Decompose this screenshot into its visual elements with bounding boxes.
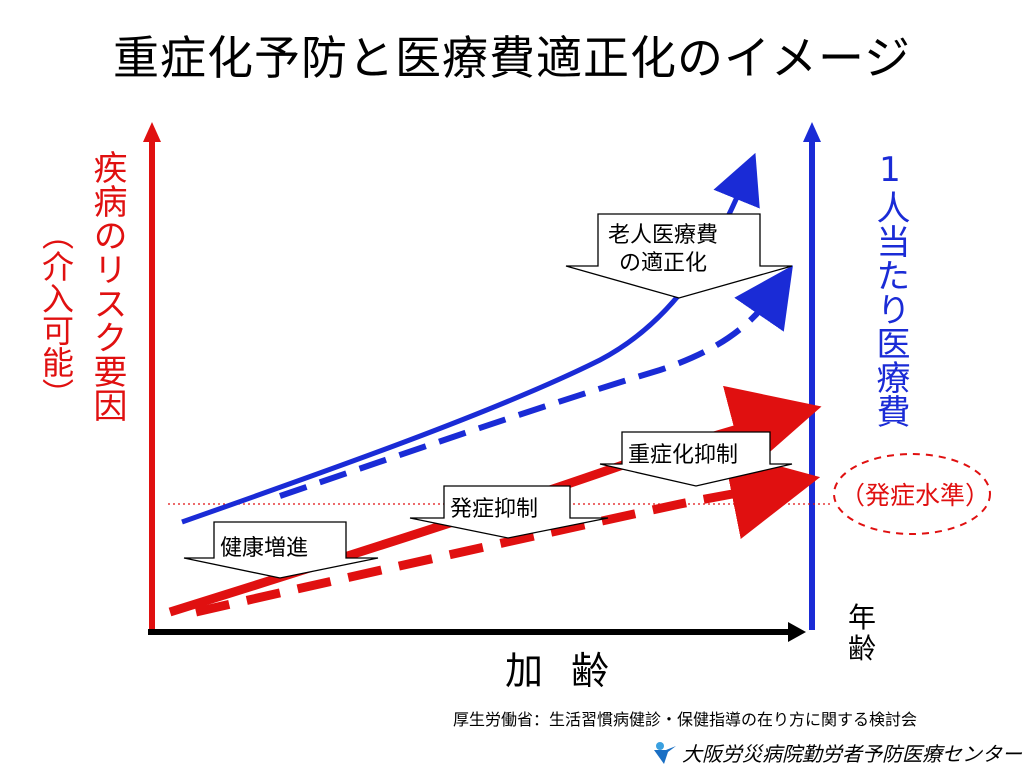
- callout-severity-shape: [599, 431, 793, 487]
- callout-onset-shape: [409, 485, 609, 539]
- callout-severity-label: 重症化抑制: [628, 443, 739, 468]
- callout-elderly-cost-label: 老人医療費 の適正化: [608, 223, 719, 276]
- organization-logo-icon: [654, 741, 676, 764]
- onset-level-ellipse: [833, 453, 991, 535]
- callout-onset-label: 発症抑制: [450, 497, 539, 522]
- organization-name: 大阪労災病院勤労者予防医療センター: [682, 742, 1022, 766]
- source-citation: 厚生労働省：生活習慣病健診・保健指導の在り方に関する検討会: [453, 710, 918, 729]
- callout-elderly-cost-shape: [565, 213, 793, 299]
- slide-title: 重症化予防と医療費適正化のイメージ: [112, 31, 912, 85]
- x-axis-end-label: 年齢: [847, 601, 876, 665]
- callout-health-label: 健康増進: [220, 536, 309, 561]
- risk-line-dashed: [194, 450, 821, 617]
- x-axis-label: 加齢: [505, 649, 638, 693]
- left-axis-label: 疾病のリスク要因: [87, 150, 127, 422]
- callout-health-shape: [183, 521, 379, 579]
- right-axis-label: 1人当たり医療費: [870, 150, 910, 428]
- left-axis-sublabel: （介入可能）: [37, 218, 75, 410]
- organization-footer: 大阪労災病院勤労者予防医療センター: [652, 738, 1022, 767]
- onset-level-label: （発症水準）: [840, 481, 991, 510]
- right-axis: [803, 122, 821, 630]
- cost-curve-dashed: [279, 265, 793, 499]
- left-axis: [143, 122, 161, 630]
- x-axis: [148, 622, 806, 642]
